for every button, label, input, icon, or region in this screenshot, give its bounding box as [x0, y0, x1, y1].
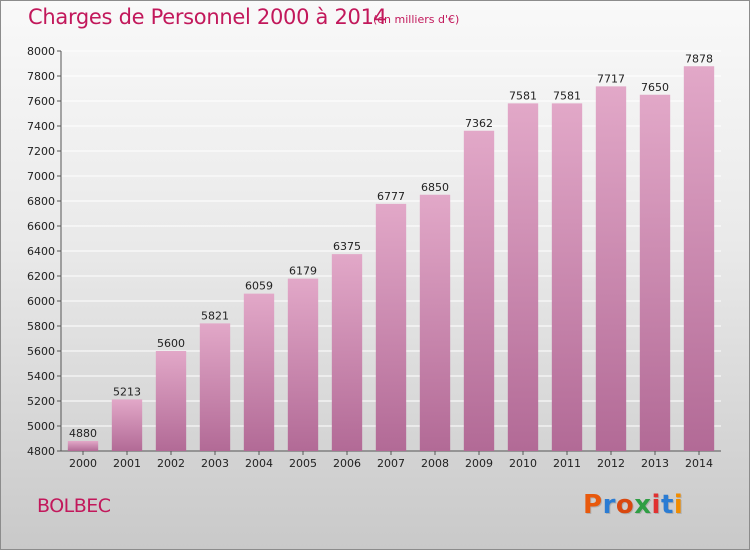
- y-tick-label: 5800: [27, 320, 55, 333]
- x-tick-label: 2008: [421, 457, 449, 470]
- data-label-2009: 7362: [465, 117, 493, 130]
- bar-2012: [595, 86, 627, 451]
- data-label-2012: 7717: [597, 72, 625, 85]
- data-label-2007: 6777: [377, 190, 405, 203]
- y-tick-label: 7400: [27, 120, 55, 133]
- y-tick-label: 7800: [27, 70, 55, 83]
- logo-letter: x: [634, 490, 652, 520]
- y-tick-label: 5000: [27, 420, 55, 433]
- y-tick-label: 7200: [27, 145, 55, 158]
- bar-2007: [375, 203, 407, 451]
- logo-letter: t: [660, 490, 674, 520]
- y-tick-label: 6600: [27, 220, 55, 233]
- x-tick-label: 2002: [157, 457, 185, 470]
- data-label-2003: 5821: [201, 309, 229, 322]
- data-label-2006: 6375: [333, 240, 361, 253]
- y-tick-label: 7600: [27, 95, 55, 108]
- x-tick-label: 2010: [509, 457, 537, 470]
- x-tick-label: 2006: [333, 457, 361, 470]
- bar-2002: [155, 351, 187, 451]
- x-tick-label: 2013: [641, 457, 669, 470]
- data-label-2010: 7581: [509, 89, 537, 102]
- y-tick-label: 5400: [27, 370, 55, 383]
- x-tick-label: 2000: [69, 457, 97, 470]
- chart-unit: (en milliers d'€): [373, 13, 460, 26]
- x-tick-label: 2001: [113, 457, 141, 470]
- bar-2008: [419, 194, 451, 451]
- bar-2013: [639, 94, 671, 451]
- x-tick-label: 2005: [289, 457, 317, 470]
- commune-name: BOLBEC: [37, 495, 111, 517]
- y-tick-label: 6400: [27, 245, 55, 258]
- bar-2014: [683, 66, 715, 451]
- x-tick-label: 2014: [685, 457, 713, 470]
- logo-letter: i: [651, 490, 661, 520]
- chart-title: Charges de Personnel 2000 à 2014: [28, 5, 387, 29]
- data-label-2014: 7878: [685, 52, 713, 65]
- y-tick-label: 5600: [27, 345, 55, 358]
- y-tick-label: 6000: [27, 295, 55, 308]
- x-tick-label: 2004: [245, 457, 273, 470]
- logo-letter: o: [615, 490, 635, 520]
- bar-2001: [111, 399, 143, 451]
- bar-2000: [67, 441, 99, 451]
- bar-2004: [243, 293, 275, 451]
- data-label-2000: 4880: [69, 427, 97, 440]
- logo-letter: i: [673, 490, 684, 520]
- logo-letter: P: [583, 490, 603, 520]
- data-label-2008: 6850: [421, 181, 449, 194]
- bar-2010: [507, 103, 539, 451]
- bar-2009: [463, 130, 495, 451]
- data-label-2002: 5600: [157, 337, 185, 350]
- y-tick-label: 6200: [27, 270, 55, 283]
- proxiti-logo[interactable]: Proxiti: [583, 490, 683, 520]
- y-tick-label: 8000: [27, 45, 55, 58]
- data-label-2005: 6179: [289, 265, 317, 278]
- y-tick-label: 4800: [27, 445, 55, 458]
- data-label-2013: 7650: [641, 81, 669, 94]
- y-tick-label: 5200: [27, 395, 55, 408]
- data-label-2001: 5213: [113, 385, 141, 398]
- data-label-2004: 6059: [245, 280, 273, 293]
- y-tick-label: 7000: [27, 170, 55, 183]
- data-label-2011: 7581: [553, 89, 581, 102]
- x-tick-label: 2012: [597, 457, 625, 470]
- bar-2005: [287, 278, 319, 451]
- x-tick-label: 2007: [377, 457, 405, 470]
- bar-2011: [551, 103, 583, 451]
- x-tick-label: 2009: [465, 457, 493, 470]
- bar-2006: [331, 254, 363, 451]
- y-tick-label: 6800: [27, 195, 55, 208]
- bar-2003: [199, 323, 231, 451]
- logo-letter: r: [602, 490, 616, 520]
- x-tick-label: 2011: [553, 457, 581, 470]
- x-tick-label: 2003: [201, 457, 229, 470]
